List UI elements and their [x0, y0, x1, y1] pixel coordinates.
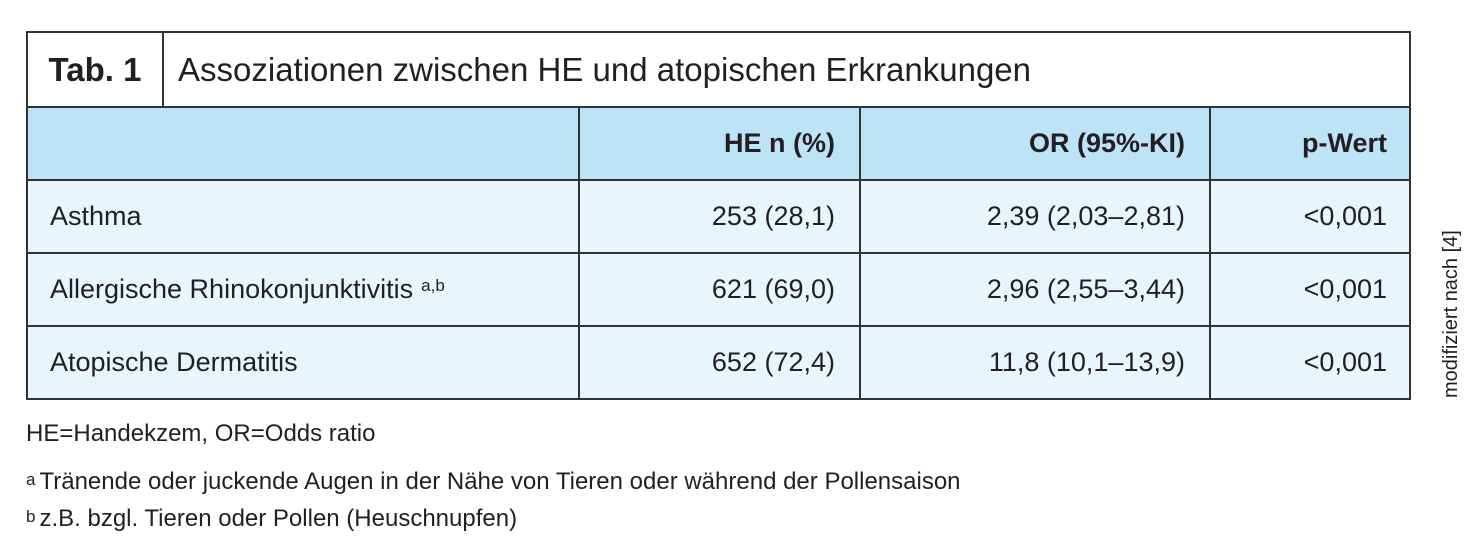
row-label: Allergische Rhinokonjunktivitis a,b — [28, 254, 580, 325]
cell-p: <0,001 — [1303, 201, 1387, 231]
footnote-b-mark: b — [26, 507, 36, 526]
table-row: Atopische Dermatitis 652 (72,4) 11,8 (10… — [28, 327, 1409, 398]
footnote-a-text: Tränende oder juckende Augen in der Nähe… — [39, 468, 961, 495]
column-header-he: HE n (%) — [580, 108, 861, 179]
footnote-a-mark: a — [26, 470, 36, 489]
footnote-b-text: z.B. bzgl. Tieren oder Pollen (Heuschnup… — [39, 505, 518, 532]
cell-p: <0,001 — [1303, 274, 1387, 304]
row-label: Atopische Dermatitis — [28, 327, 580, 398]
table-number: Tab. 1 — [28, 33, 164, 106]
cell-he: 253 (28,1) — [580, 181, 861, 252]
cell-he: 621 (69,0) — [580, 254, 861, 325]
source-note: modifiziert nach [4] — [1440, 230, 1462, 398]
table-row: Asthma 253 (28,1) 2,39 (2,03–2,81) <0,00… — [28, 181, 1409, 254]
cell-he: 652 (72,4) — [580, 327, 861, 398]
footnote-abbreviations: HE=Handekzem, OR=Odds ratio — [26, 420, 376, 447]
cell-or: 11,8 (10,1–13,9) — [861, 327, 1211, 398]
cell-or: 2,96 (2,55–3,44) — [861, 254, 1211, 325]
cell-p: <0,001 — [1303, 347, 1387, 377]
footnote-marker: a,b — [421, 275, 445, 295]
cell-or: 2,39 (2,03–2,81) — [861, 181, 1211, 252]
table-title: Assoziationen zwischen HE und atopischen… — [178, 50, 1032, 88]
table-header-row: HE n (%) OR (95%-KI) p-Wert — [28, 108, 1409, 181]
row-label-text: Atopische Dermatitis — [50, 347, 298, 377]
column-header-label — [28, 108, 580, 179]
table-title-row: Tab. 1 Assoziationen zwischen HE und ato… — [28, 33, 1409, 108]
row-label-text: Asthma — [50, 201, 142, 231]
footnote-a: a Tränende oder juckende Augen in der Näh… — [26, 468, 961, 496]
row-label-text: Allergische Rhinokonjunktivitis — [50, 274, 414, 304]
data-table: Tab. 1 Assoziationen zwischen HE und ato… — [26, 31, 1411, 400]
table-row: Allergische Rhinokonjunktivitis a,b 621 (… — [28, 254, 1409, 327]
footnote-b: b z.B. bzgl. Tieren oder Pollen (Heuschnu… — [26, 505, 517, 533]
row-label: Asthma — [28, 181, 580, 252]
column-header-p: p-Wert — [1302, 128, 1387, 158]
column-header-or: OR (95%-KI) — [861, 108, 1211, 179]
